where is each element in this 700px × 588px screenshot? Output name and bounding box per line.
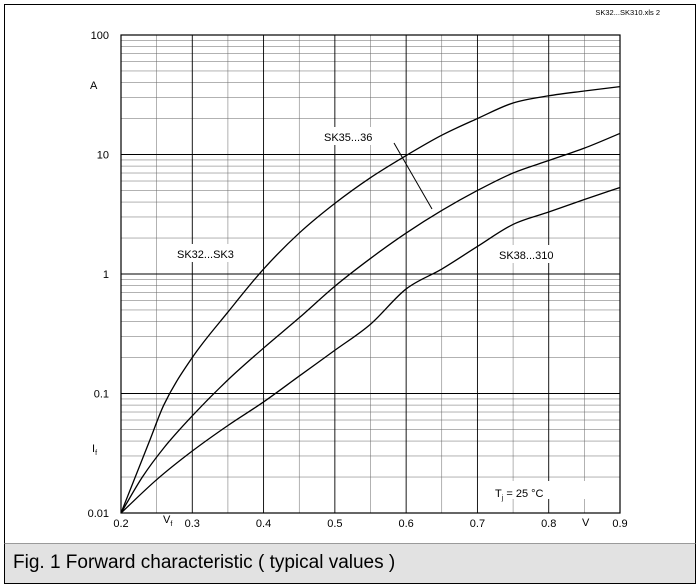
y-tick-label: 0.1: [94, 389, 109, 401]
y-symbol-main: I: [92, 443, 95, 455]
x-tick-label: 0.4: [256, 518, 271, 530]
series-label-sk32-bg: [174, 244, 248, 262]
y-tick-label: 100: [91, 30, 109, 42]
x-tick-label: 0.3: [185, 518, 200, 530]
annotation-rest: = 25 °C: [503, 488, 543, 500]
tick-labels: 0.2 0.3 0.4 0.5 0.6 0.7 0.8 0.9 0.01 0.1 1 10 100: [88, 30, 628, 530]
figure-caption: Fig. 1 Forward characteristic ( typical …: [13, 552, 396, 573]
x-tick-label: 0.6: [398, 518, 413, 530]
series-label-sk35: SK35...36: [321, 127, 388, 145]
x-symbol-main: V: [163, 514, 171, 526]
y-tick-label: 10: [97, 150, 109, 162]
y-tick-label: 1: [103, 269, 109, 281]
y-tick-label: 0.01: [88, 508, 109, 520]
x-tick-label: 0.5: [327, 518, 342, 530]
y-symbol-sub: f: [95, 450, 97, 457]
x-symbol-label: Vf: [163, 514, 172, 528]
series-label-sk38-text: SK38...310: [499, 250, 553, 262]
series-label-sk35-text: SK35...36: [324, 132, 372, 144]
plot-area-border: [120, 34, 621, 514]
x-symbol-sub: f: [170, 521, 172, 528]
series-line-2: [120, 132, 621, 514]
series-label-sk35-bg: [321, 127, 388, 145]
series-label-sk38-bg: [496, 245, 568, 263]
series-line-1: [120, 85, 621, 514]
series-label-sk32-text: SK32...SK3: [177, 249, 234, 261]
temperature-annotation: Tj = 25 °C: [495, 488, 544, 502]
x-tick-label: 0.7: [470, 518, 485, 530]
x-tick-label: 0.8: [541, 518, 556, 530]
x-tick-label: 0.9: [612, 518, 627, 530]
series-label-sk32: SK32...SK3: [174, 244, 248, 262]
file-reference-label: SK32...SK310.xls 2: [595, 8, 660, 17]
series-layer: [120, 85, 621, 514]
series-label-sk35-leader: [393, 142, 433, 210]
annotation-background: [488, 481, 590, 499]
annotation-sub: j: [501, 495, 504, 502]
series-line-3: [120, 186, 621, 514]
caption-bar: Fig. 1 Forward characteristic ( typical …: [4, 543, 696, 584]
x-unit-label: V: [582, 517, 590, 529]
x-tick-label: 0.2: [113, 518, 128, 530]
y-unit-label: A: [90, 80, 98, 92]
y-symbol-label: If: [92, 443, 97, 457]
annotation-main: T: [495, 488, 502, 500]
minor-gridlines: [121, 35, 620, 513]
series-label-sk38: SK38...310: [496, 245, 568, 263]
